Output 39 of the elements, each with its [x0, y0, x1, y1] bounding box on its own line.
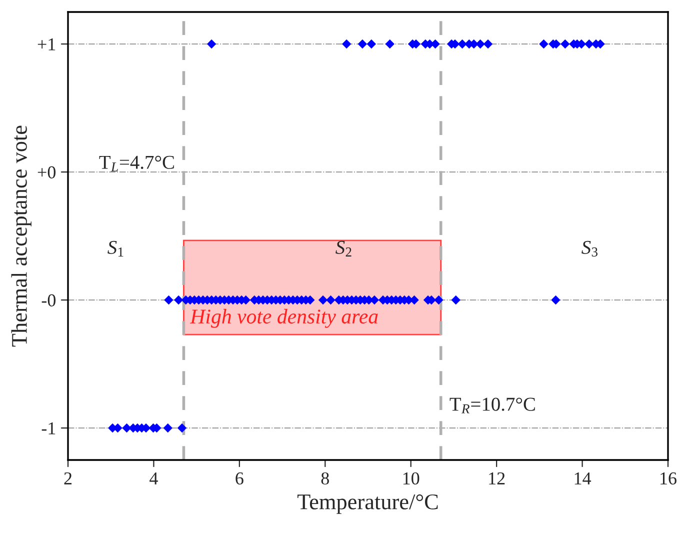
x-axis-title: Temperature/°C	[297, 494, 438, 514]
point	[206, 39, 216, 49]
y-tick-label: +0	[38, 166, 56, 178]
y-tick-label: +1	[38, 38, 56, 50]
point	[318, 295, 328, 305]
point	[451, 295, 460, 305]
point	[174, 295, 184, 305]
point	[342, 39, 352, 49]
point	[560, 39, 570, 49]
point	[366, 39, 376, 49]
band-label: High vote density area	[190, 308, 378, 328]
point	[476, 39, 485, 49]
point	[358, 39, 368, 49]
point	[434, 295, 444, 305]
x-tick-label: 8	[321, 472, 329, 485]
point	[458, 39, 467, 49]
ref-line-label: T$_{L}$=4.7°C	[99, 156, 174, 172]
point	[551, 295, 560, 305]
x-tick-label: 6	[236, 472, 244, 485]
x-tick-label: 16	[660, 472, 676, 485]
x-tick-label: 10	[403, 472, 420, 485]
x-tick-label: 4	[150, 472, 158, 484]
x-tick-label: 2	[64, 472, 72, 484]
point	[326, 295, 336, 305]
annotation: S$_{3}$	[582, 240, 598, 257]
x-tick-label: 14	[574, 472, 592, 484]
y-tick-label: -0	[42, 294, 56, 306]
point	[539, 39, 548, 49]
y-tick-label: -1	[42, 422, 56, 434]
point	[483, 39, 493, 49]
ref-line-label: T$_{R}$=10.7°C	[450, 398, 535, 414]
point	[164, 295, 174, 305]
point	[177, 423, 187, 433]
x-tick-label: 12	[489, 472, 505, 484]
point	[385, 39, 394, 49]
annotation: S$_{2}$	[336, 240, 352, 256]
y-axis-title: Thermal acceptance vote	[11, 126, 32, 347]
annotation: S$_{1}$	[108, 240, 124, 256]
point	[163, 423, 172, 433]
